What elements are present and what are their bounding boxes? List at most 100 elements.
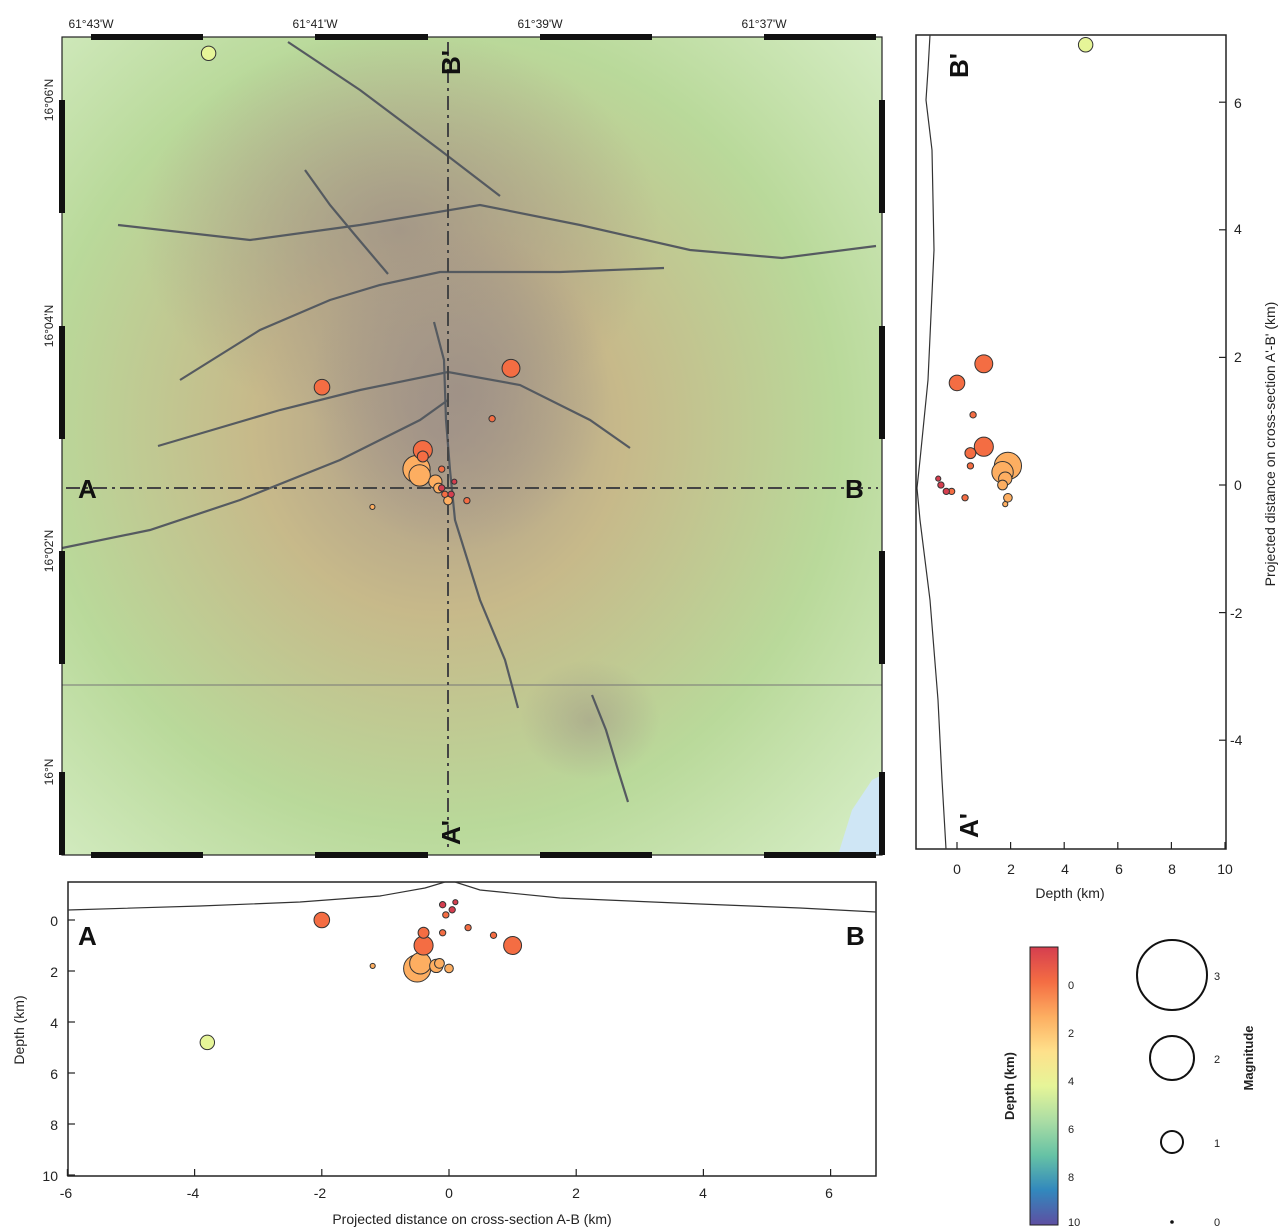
- map-border-segment: [59, 772, 65, 855]
- map-border-segment: [315, 34, 428, 40]
- event-marker: [973, 436, 994, 457]
- event-marker: [935, 475, 942, 482]
- event-marker: [369, 962, 376, 969]
- magnitude-circle-1: [1160, 1130, 1184, 1154]
- magnitude-label: 1: [1214, 1138, 1220, 1150]
- fault-line: [287, 41, 501, 197]
- event-marker: [443, 495, 453, 506]
- map-border-segment: [91, 34, 203, 40]
- event-marker: [964, 447, 977, 460]
- ab-ytick-label: 4: [50, 1015, 58, 1031]
- event-marker: [199, 1034, 216, 1051]
- magnitude-circle-3: [1136, 939, 1208, 1011]
- section-abp-label-a-prime: A': [954, 813, 984, 838]
- map-border-segment: [879, 326, 885, 439]
- colorbar-tick-label: 10: [1068, 1217, 1080, 1229]
- map-border-segment: [59, 100, 65, 213]
- ab-xtick-label: 6: [825, 1185, 833, 1201]
- section-ab-events: [199, 899, 523, 1051]
- event-marker: [369, 503, 376, 510]
- fault-line: [590, 694, 630, 803]
- ab-xtick-label: 4: [699, 1185, 707, 1201]
- map-border-segment: [540, 34, 652, 40]
- event-marker: [969, 411, 977, 419]
- event-marker: [438, 484, 446, 492]
- lat-tick-label: 16°02'N: [42, 530, 56, 572]
- event-marker: [408, 464, 431, 487]
- event-marker: [488, 415, 496, 423]
- event-marker: [464, 923, 472, 932]
- southern-dome-shade: [520, 660, 660, 780]
- event-marker: [948, 374, 966, 392]
- magnitude-legend-title: Magnitude: [1241, 1026, 1256, 1091]
- map-label-b: B: [845, 474, 864, 504]
- event-marker: [961, 494, 969, 502]
- colorbar-tick-label: 4: [1068, 1076, 1074, 1088]
- colorbar-ticks: 0 2 4 6 8 10: [1068, 980, 1080, 1229]
- lon-tick-label: 61°39'W: [517, 17, 563, 31]
- event-marker: [966, 462, 975, 470]
- section-abp-frame: [915, 34, 1227, 850]
- abp-ytick-label: 4: [1234, 221, 1242, 237]
- ab-ytick-label: 10: [42, 1168, 58, 1184]
- lon-tick-label: 61°43'W: [68, 17, 114, 31]
- map-label-a-prime: A': [436, 820, 466, 845]
- lat-tick-label: 16°N: [42, 759, 56, 786]
- magnitude-legend: 3 2 1 0 Magnitude: [1136, 939, 1256, 1229]
- abp-ytick-marks: [1219, 101, 1226, 741]
- abp-ytick-label: -4: [1230, 732, 1243, 748]
- event-marker: [501, 358, 521, 378]
- abp-xtick-marks: [956, 842, 1226, 849]
- fault-line: [62, 399, 449, 550]
- event-marker: [452, 899, 459, 906]
- event-marker: [413, 935, 434, 956]
- map-border-segment: [879, 772, 885, 855]
- section-abp-xticks: 0 2 4 6 8 10: [953, 861, 1233, 877]
- magnitude-circle-2: [1149, 1035, 1195, 1081]
- section-abp-topography: [916, 34, 947, 850]
- event-marker: [416, 450, 429, 463]
- ab-ytick-label: 0: [50, 913, 58, 929]
- event-marker: [451, 478, 458, 485]
- event-marker: [447, 490, 455, 498]
- map-panel: A B A' B' 61°43'W 61°41'W 61°39'W 61°37'…: [42, 17, 885, 858]
- event-marker: [438, 465, 446, 473]
- event-marker: [434, 957, 445, 969]
- magnitude-labels: 3 2 1 0: [1214, 971, 1220, 1229]
- abp-xtick-label: 8: [1168, 861, 1176, 877]
- magnitude-circle-0: [1170, 1220, 1174, 1224]
- ab-xtick-label: -6: [60, 1185, 73, 1201]
- event-marker: [997, 479, 1008, 491]
- section-ab-label-a: A: [78, 921, 97, 951]
- section-abp-xlabel: Depth (km): [1035, 885, 1104, 901]
- ab-xtick-label: -4: [187, 1185, 200, 1201]
- map-border-segment: [91, 852, 203, 858]
- event-marker: [438, 901, 447, 909]
- event-marker: [489, 931, 498, 939]
- map-border-segment: [879, 100, 885, 213]
- lon-tick-label: 61°37'W: [741, 17, 787, 31]
- event-marker: [313, 911, 331, 929]
- map-label-b-prime: B': [436, 50, 466, 75]
- event-marker: [441, 490, 449, 498]
- section-abp-yticks: 6 4 2 0 -2 -4: [1230, 95, 1243, 748]
- event-marker: [409, 952, 432, 975]
- abp-xtick-label: 6: [1115, 861, 1123, 877]
- section-ab-yticks: 0 2 4 6 8 10: [42, 913, 58, 1184]
- colorbar-tick-label: 6: [1068, 1124, 1074, 1136]
- ab-xtick-marks: [66, 1169, 832, 1176]
- abp-ytick-label: 6: [1234, 95, 1242, 111]
- event-marker: [974, 354, 994, 374]
- ab-ytick-marks: [68, 919, 75, 1176]
- event-marker: [417, 926, 430, 939]
- map-border-segment: [59, 326, 65, 439]
- ab-ytick-label: 2: [50, 964, 58, 980]
- map-event-markers: [200, 45, 521, 510]
- fault-line: [179, 266, 665, 381]
- abp-xtick-label: 2: [1007, 861, 1015, 877]
- section-abp-events: [935, 37, 1094, 508]
- magnitude-label: 2: [1214, 1054, 1220, 1066]
- lon-tick-label: 61°41'W: [292, 17, 338, 31]
- section-ab-label-b: B: [846, 921, 865, 951]
